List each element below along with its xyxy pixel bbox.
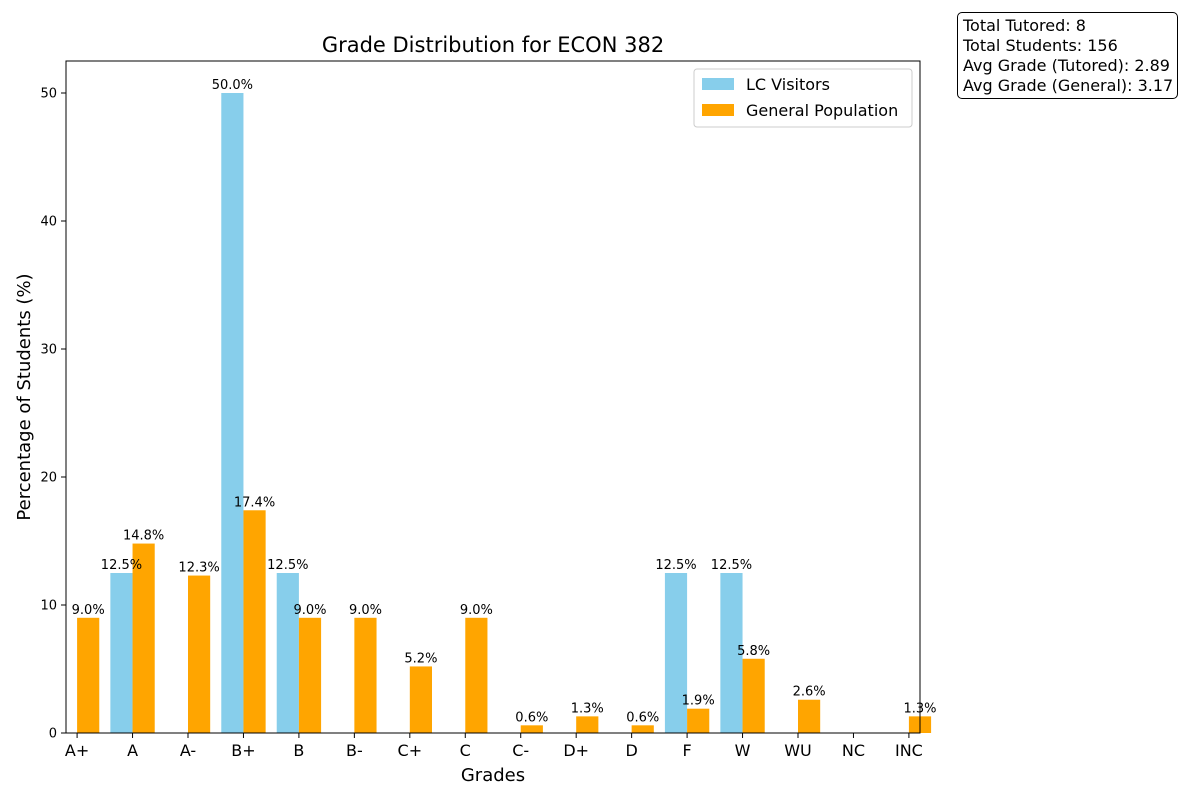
legend-label: General Population [746,101,898,120]
bar-value-label: 5.8% [737,644,770,659]
x-tick-label: D+ [563,741,589,760]
bar-value-label: 9.0% [460,603,493,618]
x-tick-label: F [682,741,691,760]
bar-general-population-C+ [409,666,432,733]
x-tick-label: C- [512,741,529,760]
bar-general-population-A- [188,575,211,733]
y-axis-label: Percentage of Students (%) [14,273,35,520]
bar-lc-visitors-B [276,573,299,733]
x-tick-label: B+ [231,741,255,760]
legend-box [693,68,913,128]
x-tick-label: W [735,741,751,760]
legend: LC Visitors General Population [693,68,913,128]
bar-lc-visitors-B+ [221,93,244,733]
bar-value-label: 50.0% [212,78,253,93]
bar-value-label: 12.5% [101,558,142,573]
bar-general-population-B- [354,617,377,733]
bar-value-label: 1.3% [571,701,604,716]
x-tick-label: NC [842,741,865,760]
bar-value-label: 12.5% [711,558,752,573]
y-tick-label: 40 [40,215,57,230]
bar-value-label: 9.0% [349,603,382,618]
bar-value-label: 5.2% [404,651,437,666]
bar-general-population-B+ [243,510,266,733]
x-tick-label: INC [895,741,923,760]
y-tick-label: 10 [40,599,57,614]
bar-lc-visitors-A [110,573,133,733]
bar-general-population-B [298,617,322,733]
total-students-text: Total Students: 156 [963,36,1118,55]
bar-value-label: 2.6% [793,685,826,700]
bar-general-population-A [132,543,155,733]
x-tick-label: C [460,741,471,760]
x-tick-label: A+ [65,741,89,760]
y-tick-label: 30 [40,343,57,358]
bar-general-population-C [465,617,488,733]
y-tick-label: 50 [40,87,57,102]
chart-title: Grade Distribution for ECON 382 [322,33,664,57]
avg-grade-tutored-text: Avg Grade (Tutored): 2.89 [963,56,1170,75]
bar-value-label: 12.5% [267,558,308,573]
bar-value-label: 9.0% [293,603,326,618]
bar-value-label: 0.6% [626,710,659,725]
y-tick-label: 0 [49,727,57,742]
bar-general-population-D [631,725,654,733]
x-tick-label: A [127,741,138,760]
bars-layer [77,93,932,733]
bar-general-population-C- [520,725,543,733]
x-tick-label: B [293,741,304,760]
bar-lc-visitors-F [664,573,688,733]
y-tick-label: 20 [40,471,57,486]
x-tick-label: B- [346,741,363,760]
x-tick-label: D [625,741,637,760]
x-tick-label: C+ [398,741,423,760]
x-tick-label: WU [784,741,812,760]
axes-layer: 0 10 20 30 40 50 A+ A A- B+ B B- C+ C C- D+ D F W WU NC INC [40,60,923,760]
bar-labels-layer: 12.5% 50.0% 12.5% 12.5% 12.5% 9.0% 14.8% 12.3% 1… [72,78,937,725]
bar-general-population-D+ [576,716,599,733]
bar-value-label: 14.8% [123,529,164,544]
bar-value-label: 0.6% [515,710,548,725]
avg-grade-general-text: Avg Grade (General): 3.17 [963,76,1174,95]
total-tutored-text: Total Tutored: 8 [963,16,1086,35]
bar-value-label: 17.4% [234,495,275,510]
summary-stats-box: Total Tutored: 8 Total Students: 156 Avg… [957,12,1179,99]
plot-frame [65,60,921,734]
x-tick-label: A- [180,741,196,760]
bar-value-label: 12.3% [178,561,219,576]
bar-lc-visitors-W [720,573,743,733]
bar-general-population-F [687,708,710,733]
legend-label: LC Visitors [746,75,830,94]
bar-value-label: 12.5% [655,558,696,573]
legend-swatch [702,78,734,90]
bar-value-label: 1.9% [682,694,715,709]
x-axis-label: Grades [461,765,525,786]
legend-swatch [702,104,734,116]
bar-general-population-WU [798,699,821,733]
bar-general-population-A+ [77,617,100,733]
bar-value-label: 9.0% [72,603,105,618]
bar-general-population-W [742,658,765,733]
